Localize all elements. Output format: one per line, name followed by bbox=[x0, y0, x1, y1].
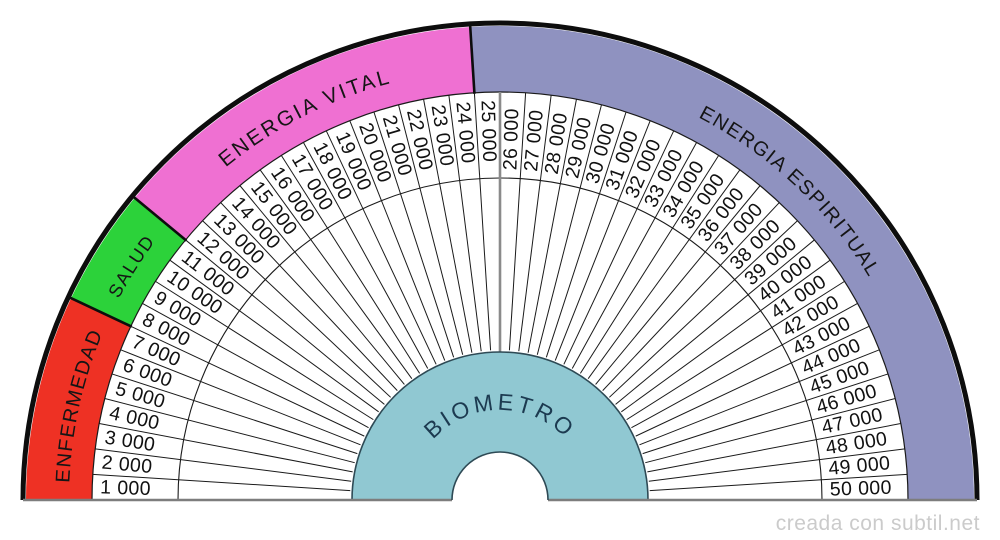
sector-divider bbox=[602, 202, 780, 391]
sector-divider bbox=[621, 259, 831, 413]
band-divider bbox=[132, 195, 188, 242]
band-segment-salud bbox=[71, 197, 186, 327]
sector-divider bbox=[239, 185, 405, 385]
sector-divider bbox=[92, 473, 351, 492]
sector-divider bbox=[648, 448, 905, 482]
sector-divider bbox=[527, 99, 577, 353]
sector-divider bbox=[626, 280, 845, 421]
sector-divider bbox=[349, 120, 446, 361]
sector-divider bbox=[647, 423, 901, 473]
band-divider bbox=[468, 24, 476, 94]
sector-divider bbox=[373, 111, 455, 358]
sector-divider bbox=[571, 142, 697, 369]
sector-divider bbox=[95, 448, 352, 482]
sector-divider bbox=[536, 104, 602, 355]
band-segment-energia-vital bbox=[134, 26, 475, 240]
watermark: creada con subtil.net bbox=[775, 512, 980, 535]
sector-divider bbox=[595, 185, 761, 385]
sector-divider bbox=[202, 220, 391, 398]
sector-divider bbox=[104, 398, 355, 464]
sector-divider bbox=[185, 239, 385, 405]
band-segment-enfermedad bbox=[26, 298, 131, 500]
center-semicircle bbox=[351, 351, 649, 501]
sector-value-label: 2 000 bbox=[101, 451, 154, 478]
sector-divider bbox=[111, 373, 358, 455]
sector-value-label: 25 000 bbox=[476, 100, 500, 163]
sector-divider bbox=[155, 280, 374, 421]
sector-divider bbox=[639, 349, 880, 446]
sector-divider bbox=[615, 239, 815, 405]
sector-divider bbox=[448, 95, 482, 352]
sector-divider bbox=[635, 325, 870, 437]
sector-divider bbox=[325, 130, 437, 365]
sector-divider bbox=[142, 303, 369, 429]
sector-divider bbox=[642, 373, 889, 455]
sector-divider bbox=[303, 142, 429, 369]
sector-divider bbox=[99, 423, 353, 473]
sector-divider bbox=[130, 325, 365, 437]
sector-divider bbox=[259, 169, 413, 379]
sector-value-label: 26 000 bbox=[499, 108, 523, 171]
sector-divider bbox=[120, 349, 361, 446]
sector-divider bbox=[220, 202, 398, 391]
sector-divider bbox=[473, 92, 492, 351]
sector-divider bbox=[554, 120, 651, 361]
sector-value-label: 1 000 bbox=[100, 476, 151, 500]
sector-divider bbox=[609, 220, 798, 398]
sector-divider bbox=[398, 104, 464, 355]
sector-divider bbox=[645, 398, 896, 464]
sector-divider bbox=[579, 155, 720, 374]
sector-divider bbox=[169, 259, 379, 413]
sector-divider bbox=[649, 473, 908, 492]
center-notch bbox=[451, 451, 549, 501]
band-divider bbox=[68, 296, 133, 328]
outer-arc bbox=[20, 20, 980, 501]
sector-divider bbox=[545, 111, 627, 358]
sector-divider bbox=[563, 130, 675, 365]
sector-divider bbox=[423, 99, 473, 353]
sector-divider bbox=[587, 169, 741, 379]
band-segment-energia-espiritual bbox=[470, 26, 974, 500]
sector-divider bbox=[280, 155, 421, 374]
sector-divider bbox=[631, 303, 858, 429]
sector-divider bbox=[518, 95, 552, 352]
sector-value-label: 50 000 bbox=[829, 477, 892, 501]
sector-divider bbox=[508, 92, 527, 351]
